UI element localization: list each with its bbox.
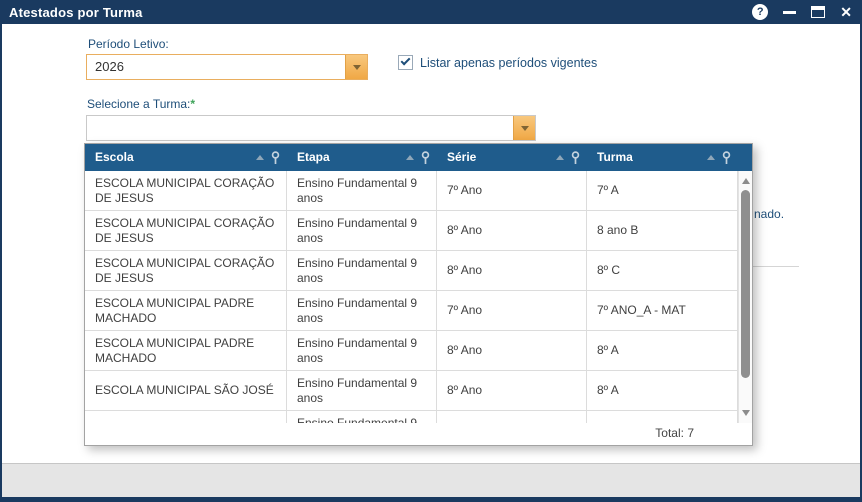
column-header-label: Turma bbox=[597, 150, 633, 164]
cell-turma[interactable]: 7º A bbox=[587, 171, 738, 211]
chevron-down-icon bbox=[352, 64, 361, 70]
window-footer-bar bbox=[2, 463, 860, 497]
titlebar: Atestados por Turma ? ✕ bbox=[0, 0, 862, 24]
required-asterisk: * bbox=[190, 97, 196, 111]
scroll-down-icon[interactable] bbox=[742, 410, 750, 416]
table-row[interactable]: ESCOLA MUNICIPAL CORAÇÃO DE JESUS Ensino… bbox=[85, 171, 752, 211]
cell-etapa[interactable]: Ensino Fundamental 9 anos bbox=[287, 411, 437, 423]
window-bottom-border bbox=[0, 497, 862, 502]
help-icon[interactable]: ? bbox=[752, 4, 769, 20]
header-icons bbox=[406, 144, 430, 171]
cell-serie[interactable]: 8º Ano bbox=[437, 371, 587, 411]
cell-escola[interactable]: ESCOLA MUNICIPAL PADRE MACHADO bbox=[85, 291, 287, 331]
header-icons bbox=[256, 144, 280, 171]
cell-etapa[interactable]: Ensino Fundamental 9 anos bbox=[287, 211, 437, 251]
sort-icon[interactable] bbox=[256, 155, 264, 160]
vigentes-checkbox[interactable] bbox=[398, 55, 413, 70]
cell-etapa[interactable]: Ensino Fundamental 9 anos bbox=[287, 331, 437, 371]
cell-etapa[interactable]: Ensino Fundamental 9 anos bbox=[287, 371, 437, 411]
obscured-background-text: nado. bbox=[754, 207, 785, 221]
cell-serie[interactable]: 8º Ano bbox=[437, 211, 587, 251]
cell-serie[interactable]: 8º Ano bbox=[437, 251, 587, 291]
table-row[interactable]: ESCOLA MUNICIPAL SÃO JOSÉ Ensino Fundame… bbox=[85, 371, 752, 411]
table-row-partial[interactable]: Ensino Fundamental 9 anos bbox=[85, 411, 752, 423]
column-header-label: Escola bbox=[95, 150, 134, 164]
table-row[interactable]: ESCOLA MUNICIPAL CORAÇÃO DE JESUS Ensino… bbox=[85, 211, 752, 251]
pin-filter-icon[interactable] bbox=[722, 151, 731, 164]
cell-escola[interactable]: ESCOLA MUNICIPAL PADRE MACHADO bbox=[85, 331, 287, 371]
cell-escola[interactable]: ESCOLA MUNICIPAL SÃO JOSÉ bbox=[85, 371, 287, 411]
cell-escola[interactable] bbox=[85, 411, 287, 423]
periodo-letivo-dropdown-button[interactable] bbox=[345, 55, 367, 79]
header-icons bbox=[707, 144, 731, 171]
scroll-up-icon[interactable] bbox=[742, 178, 750, 184]
grid-header-row: Escola Etapa Série bbox=[85, 144, 752, 171]
cell-turma[interactable]: 7º ANO_A - MAT bbox=[587, 291, 738, 331]
maximize-icon[interactable] bbox=[811, 6, 826, 18]
pin-filter-icon[interactable] bbox=[421, 151, 430, 164]
cell-etapa[interactable]: Ensino Fundamental 9 anos bbox=[287, 251, 437, 291]
turma-combobox[interactable] bbox=[86, 115, 536, 141]
grid-rows: ESCOLA MUNICIPAL CORAÇÃO DE JESUS Ensino… bbox=[85, 171, 752, 423]
periodo-letivo-value: 2026 bbox=[95, 59, 124, 74]
grid-scrollbar[interactable] bbox=[738, 171, 752, 423]
turma-dropdown-panel: Escola Etapa Série bbox=[84, 143, 753, 446]
minimize-icon[interactable] bbox=[783, 10, 797, 14]
header-icons bbox=[556, 144, 580, 171]
sort-icon[interactable] bbox=[556, 155, 564, 160]
column-header-turma[interactable]: Turma bbox=[587, 144, 738, 171]
table-row[interactable]: ESCOLA MUNICIPAL PADRE MACHADO Ensino Fu… bbox=[85, 291, 752, 331]
cell-serie[interactable]: 8º Ano bbox=[437, 331, 587, 371]
periodo-letivo-combobox[interactable]: 2026 bbox=[86, 54, 368, 80]
cell-serie[interactable] bbox=[437, 411, 587, 423]
scrollbar-thumb[interactable] bbox=[741, 190, 750, 378]
column-header-label: Etapa bbox=[297, 150, 330, 164]
sort-icon[interactable] bbox=[406, 155, 414, 160]
checkmark-icon bbox=[400, 55, 411, 66]
column-header-etapa[interactable]: Etapa bbox=[287, 144, 437, 171]
titlebar-buttons: ? ✕ bbox=[752, 4, 852, 20]
column-header-escola[interactable]: Escola bbox=[85, 144, 287, 171]
turma-label-text: Selecione a Turma: bbox=[87, 97, 191, 111]
background-divider bbox=[753, 266, 799, 267]
chevron-down-icon bbox=[520, 125, 529, 131]
periodo-letivo-label: Período Letivo: bbox=[88, 37, 169, 51]
cell-serie[interactable]: 7º Ano bbox=[437, 171, 587, 211]
grid-total-footer: Total: 7 bbox=[85, 423, 752, 445]
vigentes-checkbox-label[interactable]: Listar apenas períodos vigentes bbox=[420, 55, 598, 70]
cell-escola[interactable]: ESCOLA MUNICIPAL CORAÇÃO DE JESUS bbox=[85, 251, 287, 291]
column-header-label: Série bbox=[447, 150, 477, 164]
turma-dropdown-button[interactable] bbox=[513, 116, 535, 140]
cell-etapa[interactable]: Ensino Fundamental 9 anos bbox=[287, 291, 437, 331]
turma-value bbox=[95, 116, 511, 140]
window-title: Atestados por Turma bbox=[9, 4, 143, 20]
cell-turma[interactable]: 8 ano B bbox=[587, 211, 738, 251]
turma-label: Selecione a Turma:* bbox=[87, 97, 195, 111]
cell-escola[interactable]: ESCOLA MUNICIPAL CORAÇÃO DE JESUS bbox=[85, 171, 287, 211]
pin-filter-icon[interactable] bbox=[271, 151, 280, 164]
cell-turma[interactable]: 8º A bbox=[587, 371, 738, 411]
cell-turma[interactable] bbox=[587, 411, 738, 423]
sort-icon[interactable] bbox=[707, 155, 715, 160]
cell-escola[interactable]: ESCOLA MUNICIPAL CORAÇÃO DE JESUS bbox=[85, 211, 287, 251]
cell-turma[interactable]: 8º C bbox=[587, 251, 738, 291]
table-row[interactable]: ESCOLA MUNICIPAL PADRE MACHADO Ensino Fu… bbox=[85, 331, 752, 371]
table-row[interactable]: ESCOLA MUNICIPAL CORAÇÃO DE JESUS Ensino… bbox=[85, 251, 752, 291]
pin-filter-icon[interactable] bbox=[571, 151, 580, 164]
cell-serie[interactable]: 7º Ano bbox=[437, 291, 587, 331]
cell-turma[interactable]: 8º A bbox=[587, 331, 738, 371]
close-icon[interactable]: ✕ bbox=[840, 4, 852, 20]
vigentes-checkbox-row[interactable]: Listar apenas períodos vigentes bbox=[398, 55, 597, 70]
column-header-serie[interactable]: Série bbox=[437, 144, 587, 171]
cell-etapa[interactable]: Ensino Fundamental 9 anos bbox=[287, 171, 437, 211]
